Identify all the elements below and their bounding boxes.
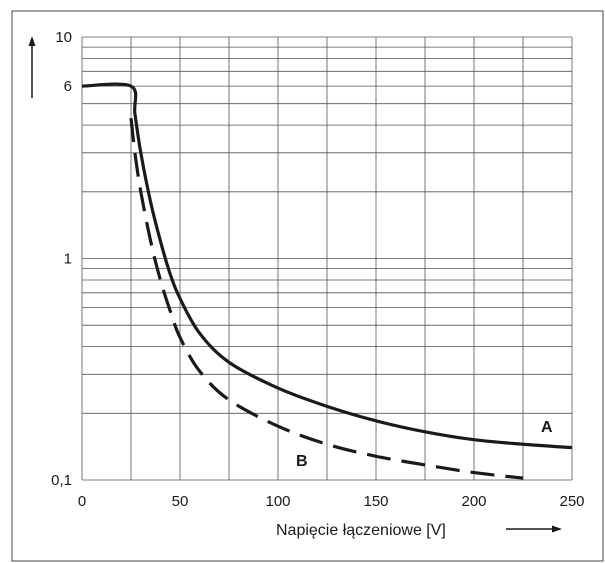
curves bbox=[81, 82, 573, 480]
x-tick-label: 200 bbox=[461, 493, 486, 510]
x-axis-arrow bbox=[506, 525, 562, 533]
x-tick-label: 100 bbox=[265, 493, 290, 510]
outer-frame bbox=[11, 10, 604, 562]
series-label-b: B bbox=[296, 453, 308, 470]
y-tick-label: 10 bbox=[55, 29, 72, 46]
x-tick-label: 0 bbox=[78, 493, 86, 510]
x-tick-label: 50 bbox=[172, 493, 189, 510]
y-tick-label: 1 bbox=[64, 251, 72, 268]
y-tick-label: 6 bbox=[64, 78, 72, 95]
curve-labels: AB bbox=[296, 419, 553, 470]
grid bbox=[81, 36, 573, 481]
tick-labels: 0 50 100 150 200 250 10 6 1 0,1 bbox=[51, 29, 584, 510]
y-axis-arrow bbox=[28, 36, 36, 98]
series-label-a: A bbox=[541, 419, 553, 436]
y-tick-label: 0,1 bbox=[51, 472, 72, 489]
x-axis-label: Napięcie łączeniowe [V] bbox=[276, 522, 446, 539]
x-tick-label: 150 bbox=[363, 493, 388, 510]
series-curve-b bbox=[129, 118, 524, 480]
x-tick-label: 250 bbox=[559, 493, 584, 510]
series-curve-a bbox=[81, 82, 573, 450]
